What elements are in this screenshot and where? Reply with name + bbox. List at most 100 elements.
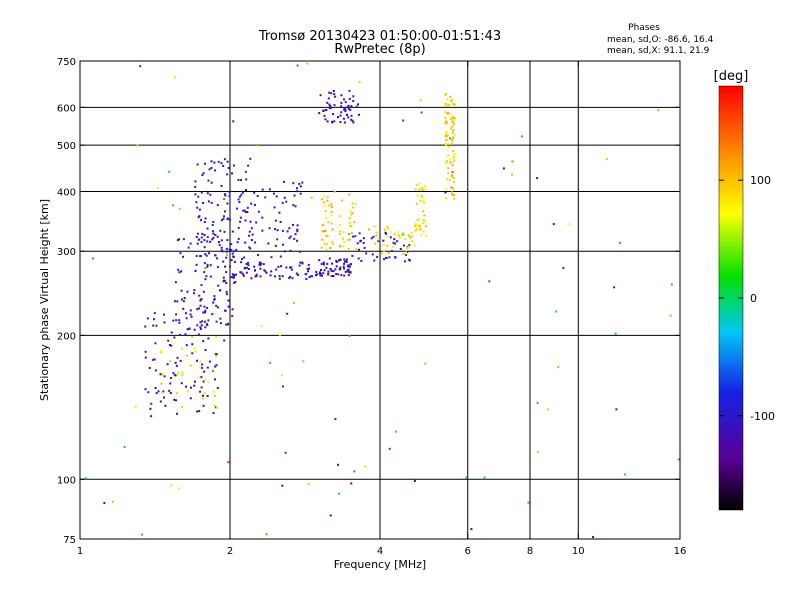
echo-point (370, 237, 373, 240)
echo-point (392, 241, 395, 244)
echo-point (250, 202, 253, 205)
echo-point (206, 192, 209, 195)
echo-point (206, 395, 209, 397)
echo-point (296, 228, 299, 231)
echo-point (200, 284, 203, 287)
echo-point (216, 386, 219, 389)
echo-point (194, 180, 197, 183)
echo-point (249, 220, 252, 223)
echo-point (330, 275, 333, 278)
echo-point (223, 339, 226, 342)
echo-point (199, 299, 202, 302)
echo-point (343, 267, 346, 270)
echo-point (233, 260, 236, 263)
echo-point (195, 263, 198, 266)
echo-point (256, 195, 259, 197)
echo-point (339, 121, 342, 124)
echo-point (254, 275, 257, 278)
echo-point (212, 236, 215, 239)
echo-point (227, 305, 230, 308)
echo-point (174, 361, 177, 364)
echo-point (386, 244, 389, 247)
echo-point (289, 266, 291, 269)
echo-point (223, 198, 226, 200)
echo-point (292, 182, 295, 185)
echo-point (562, 267, 565, 270)
echo-point (179, 359, 182, 362)
echo-point (445, 144, 448, 147)
echo-point (172, 372, 175, 375)
echo-point (204, 253, 207, 256)
y-tick-label: 750 (57, 57, 76, 68)
echo-point (387, 252, 390, 255)
echo-point (220, 162, 223, 165)
echo-point (385, 232, 387, 235)
echo-point (421, 188, 424, 191)
echo-point (605, 158, 608, 161)
echo-point (206, 263, 209, 266)
echo-point (337, 463, 339, 466)
echo-point (203, 379, 206, 381)
echo-point (196, 359, 198, 362)
echo-point (453, 153, 456, 155)
echo-point (257, 210, 260, 213)
echo-point (254, 241, 257, 244)
echo-point (207, 200, 210, 203)
echo-point (387, 227, 390, 230)
echo-point (424, 362, 427, 365)
echo-point (358, 232, 361, 235)
echo-point (193, 292, 195, 295)
echo-point (228, 191, 231, 194)
echo-point (344, 101, 347, 104)
echo-point (333, 120, 336, 123)
echo-point (299, 261, 302, 264)
echo-point (185, 317, 188, 320)
echo-point (408, 258, 411, 261)
echo-point (328, 257, 331, 260)
echo-point (162, 390, 165, 393)
echo-point (308, 276, 311, 279)
echo-point (204, 311, 207, 314)
echo-point (245, 266, 248, 269)
echo-point (488, 280, 491, 283)
echo-point (175, 399, 177, 402)
echo-point (368, 228, 371, 231)
echo-point (186, 354, 189, 357)
echo-point (450, 99, 453, 102)
echo-point (237, 226, 240, 229)
echo-point (288, 227, 291, 230)
echo-point (209, 275, 212, 278)
echo-point (382, 244, 385, 247)
echo-point (216, 306, 219, 309)
echo-point (451, 171, 454, 174)
echo-point (453, 159, 456, 162)
echo-point (173, 398, 176, 401)
echo-point (321, 238, 323, 241)
echo-point (184, 333, 187, 336)
echo-point (229, 218, 231, 221)
echo-point (322, 272, 325, 275)
echo-point (296, 274, 299, 276)
echo-point (348, 238, 351, 241)
echo-point (286, 230, 289, 233)
echo-point (177, 268, 180, 271)
echo-point (321, 198, 324, 201)
echo-point (202, 394, 204, 397)
echo-point (292, 204, 295, 207)
echo-point (375, 234, 378, 237)
echo-point (283, 196, 286, 199)
echo-point (321, 223, 324, 226)
echo-point (254, 203, 256, 206)
echo-point (420, 195, 423, 197)
echo-point (176, 239, 179, 242)
echo-point (202, 380, 205, 383)
echo-point (325, 234, 328, 237)
echo-point (447, 167, 450, 170)
echo-point (452, 160, 455, 163)
echo-point (189, 397, 192, 400)
echo-point (451, 193, 454, 196)
echo-point (343, 260, 346, 263)
echo-point (351, 206, 354, 209)
echo-point (200, 376, 203, 379)
echo-point (150, 402, 153, 405)
